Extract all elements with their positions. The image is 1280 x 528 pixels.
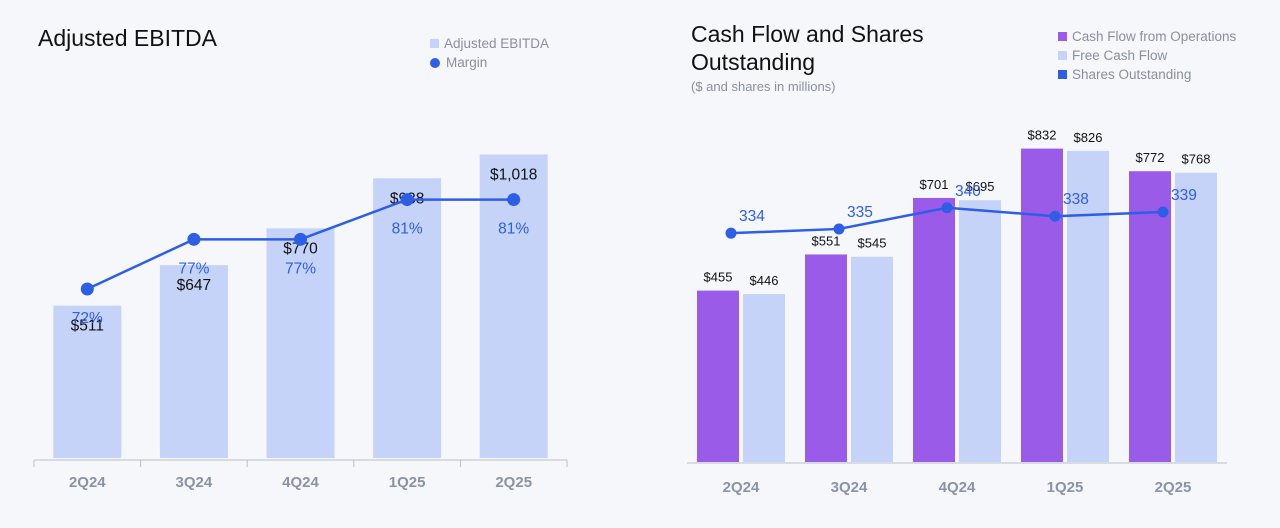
legend-label: Margin	[446, 55, 488, 70]
cash-flow-chart: 2Q24 3Q24 4Q24 1Q25 2Q25 $455 $551 $701 $832 $772…	[687, 128, 1227, 496]
shares-label: 338	[1063, 191, 1089, 208]
ebitda-value-label: $770	[283, 240, 318, 257]
ebitda-value-label: $647	[177, 277, 211, 294]
cfo-bar	[1129, 171, 1171, 463]
chart-subtitle: ($ and shares in millions)	[691, 79, 836, 94]
margin-point	[294, 232, 307, 246]
legend-item-free-cash-flow: Free Cash Flow	[1058, 46, 1236, 65]
margin-point	[80, 282, 94, 296]
legend-label: Adjusted EBITDA	[444, 36, 550, 51]
margin-point	[507, 193, 521, 207]
shares-point	[1049, 210, 1061, 222]
shares-label: 339	[1171, 187, 1197, 204]
cfo-value-label: $832	[1028, 128, 1057, 143]
fcf-value-label: $695	[966, 179, 995, 194]
cfo-value-label: $701	[920, 177, 949, 192]
ebitda-bar	[373, 178, 442, 458]
margin-label: 81%	[498, 221, 529, 238]
x-tick-label: 3Q24	[176, 474, 213, 491]
legend-item-cash-flow-from-operations: Cash Flow from Operations	[1058, 27, 1236, 46]
x-tick-label: 1Q25	[389, 474, 426, 491]
fcf-bar	[851, 256, 893, 462]
fcf-bar	[1067, 150, 1109, 462]
margin-point	[400, 193, 414, 207]
ebitda-value-label: $511	[71, 318, 104, 335]
cfo-bar	[805, 254, 847, 462]
chart-title: Adjusted EBITDA	[38, 25, 217, 51]
cfo-value-label: $455	[704, 270, 733, 285]
chart-title: Cash Flow and Shares Outstanding	[691, 21, 924, 75]
legend-swatch	[430, 39, 439, 48]
margin-label: 72%	[72, 310, 103, 327]
legend-item-shares-outstanding: Shares Outstanding	[1058, 65, 1236, 84]
x-tick-label: 2Q25	[495, 474, 532, 491]
legend-label: Cash Flow from Operations	[1072, 29, 1237, 44]
margin-label: 77%	[285, 260, 316, 277]
x-tick-label: 3Q24	[831, 479, 868, 496]
adjusted-ebitda-chart: 2Q243Q244Q241Q252Q25$511$647$770$938$1,0…	[33, 154, 568, 491]
fcf-bar	[743, 294, 785, 462]
x-tick-label: 2Q25	[1155, 479, 1192, 496]
cash-flow-panel: Cash Flow and Shares Outstanding ($ and …	[640, 0, 1280, 528]
fcf-value-label: $545	[858, 236, 887, 251]
shares-point	[941, 202, 953, 214]
fcf-value-label: $768	[1182, 152, 1211, 167]
adjusted-ebitda-panel: Adjusted EBITDA Adjusted EBITDA Margin 2…	[33, 25, 568, 491]
ebitda-bar	[53, 305, 122, 458]
x-tick-label: 4Q24	[282, 474, 319, 491]
shares-label: 340	[955, 183, 981, 200]
x-tick-label: 1Q25	[1047, 479, 1084, 496]
legend-swatch	[1058, 70, 1067, 79]
fcf-value-label: $446	[750, 273, 779, 288]
x-tick-label: 2Q24	[723, 479, 760, 496]
margin-point	[187, 232, 201, 246]
legend-swatch	[1058, 32, 1067, 41]
ebitda-bar	[159, 265, 228, 458]
legend-label: Shares Outstanding	[1072, 67, 1192, 82]
cfo-bar	[697, 290, 739, 462]
margin-label: 81%	[392, 221, 423, 238]
cfo-bar	[913, 197, 955, 462]
shares-point	[1157, 206, 1169, 218]
shares-point	[725, 227, 737, 239]
legend-swatch	[1058, 51, 1067, 60]
fcf-bar	[1175, 172, 1217, 462]
margin-label: 77%	[178, 260, 209, 277]
x-tick-label: 2Q24	[69, 474, 106, 491]
legend-item-adjusted-ebitda: Adjusted EBITDA	[430, 34, 549, 53]
shares-label: 334	[739, 208, 765, 225]
cfo-value-label: $551	[812, 233, 841, 248]
x-tick-label: 4Q24	[939, 479, 976, 496]
cfo-value-label: $772	[1136, 150, 1165, 165]
ebitda-value-label: $1,018	[490, 166, 537, 183]
cfo-bar	[1021, 148, 1063, 462]
ebitda-bar	[266, 228, 335, 458]
fcf-bar	[959, 200, 1001, 462]
fcf-value-label: $826	[1074, 130, 1103, 145]
chart-legend: Cash Flow from Operations Free Cash Flow…	[1058, 27, 1236, 84]
legend-item-margin: Margin	[430, 53, 549, 72]
legend-marker	[430, 57, 440, 68]
chart-legend: Adjusted EBITDA Margin	[430, 34, 549, 72]
shares-point	[833, 223, 845, 235]
shares-label: 335	[847, 204, 873, 221]
legend-label: Free Cash Flow	[1072, 48, 1168, 63]
